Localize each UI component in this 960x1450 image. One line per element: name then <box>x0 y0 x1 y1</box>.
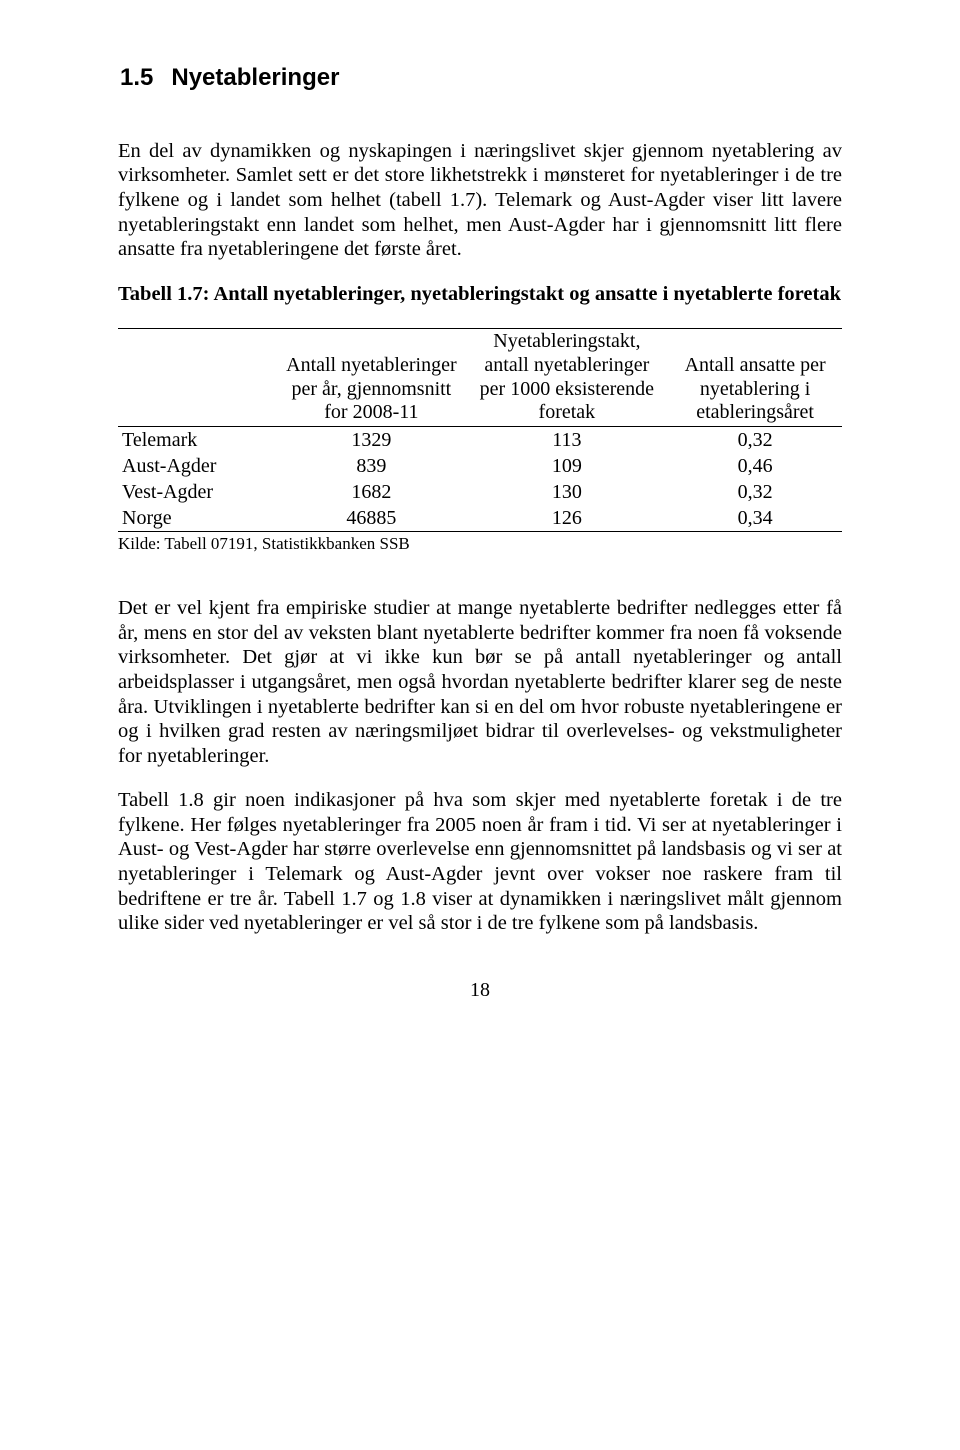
paragraph-2: Det er vel kjent fra empiriske studier a… <box>118 596 842 768</box>
row-label: Vest-Agder <box>118 479 277 505</box>
table-row: Telemark 1329 113 0,32 <box>118 426 842 453</box>
cell: 1682 <box>277 479 465 505</box>
cell: 0,34 <box>668 505 842 532</box>
paragraph-3: Tabell 1.8 gir noen indikasjoner på hva … <box>118 788 842 936</box>
cell: 0,32 <box>668 479 842 505</box>
page-number: 18 <box>118 978 842 1002</box>
col-header-2: Nyetableringstakt, antall nyetableringer… <box>466 329 669 426</box>
cell: 46885 <box>277 505 465 532</box>
row-label: Telemark <box>118 426 277 453</box>
row-label: Aust-Agder <box>118 453 277 479</box>
col-header-1: Antall nyetableringer per år, gjennomsni… <box>277 329 465 426</box>
section-title: Nyetableringer <box>171 64 339 91</box>
cell: 130 <box>466 479 669 505</box>
cell: 839 <box>277 453 465 479</box>
col-header-3: Antall ansatte per nyetablering i etable… <box>668 329 842 426</box>
section-heading: 1.5 Nyetableringer <box>120 64 842 93</box>
cell: 126 <box>466 505 669 532</box>
paragraph-1: En del av dynamikken og nyskapingen i næ… <box>118 139 842 262</box>
table-caption: Tabell 1.7: Antall nyetableringer, nyeta… <box>118 282 842 307</box>
col-header-0 <box>118 329 277 426</box>
section-number: 1.5 <box>120 64 153 91</box>
row-label: Norge <box>118 505 277 532</box>
cell: 1329 <box>277 426 465 453</box>
cell: 0,32 <box>668 426 842 453</box>
data-table: Antall nyetableringer per år, gjennomsni… <box>118 328 842 531</box>
table-source: Kilde: Tabell 07191, Statistikkbanken SS… <box>118 534 842 554</box>
table-row: Vest-Agder 1682 130 0,32 <box>118 479 842 505</box>
cell: 113 <box>466 426 669 453</box>
table-row: Aust-Agder 839 109 0,46 <box>118 453 842 479</box>
table-header-row: Antall nyetableringer per år, gjennomsni… <box>118 329 842 426</box>
table-row: Norge 46885 126 0,34 <box>118 505 842 532</box>
cell: 109 <box>466 453 669 479</box>
cell: 0,46 <box>668 453 842 479</box>
